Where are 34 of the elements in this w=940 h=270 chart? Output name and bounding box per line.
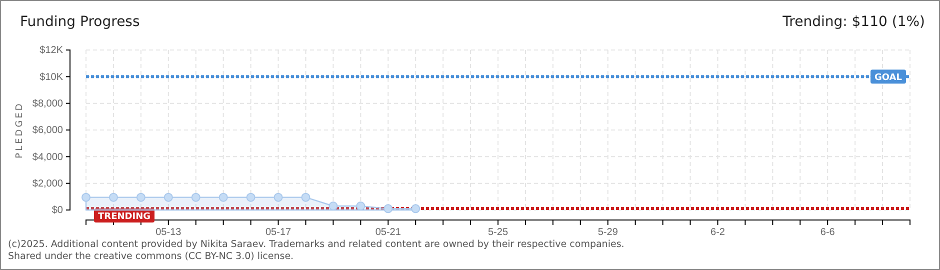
point (274, 192, 283, 202)
x-tick-label: 6-2 (710, 227, 726, 238)
point (191, 192, 200, 202)
text: Shared under the creative commons (CC BY-NC 3.0) license. (8, 251, 294, 262)
ref-line-label: TRENDING (98, 212, 150, 222)
text: (c)2025. Additional content provided by Nikita Saraev. Trademarks and related content are owned by their respective companies. (8, 239, 624, 250)
point (356, 202, 366, 210)
point (301, 192, 310, 202)
y-tick-label: $8,000 (32, 98, 64, 110)
y-tick-label: $6,000 (32, 125, 64, 136)
point (136, 192, 146, 202)
point (108, 192, 118, 202)
chart-title: Funding Progress (20, 14, 140, 30)
point (384, 204, 393, 214)
point (246, 192, 256, 202)
point (328, 202, 338, 210)
y-tick-label: $12K (40, 45, 64, 56)
y-tick-label: $2,000 (32, 178, 64, 190)
ref-line-label: GOAL (874, 73, 902, 84)
x-tick-label: 05-17 (265, 227, 292, 238)
x-tick-label: 5-25 (488, 227, 508, 238)
x-tick-label: 05-21 (375, 227, 402, 238)
x-tick-label: 6-6 (820, 227, 836, 238)
y-tick-label: $4,000 (32, 152, 64, 163)
y-tick-label: $10K (40, 72, 64, 83)
point (218, 192, 228, 202)
point (164, 192, 173, 202)
x-tick-label: 5-29 (598, 227, 618, 238)
x-tick-label: 05-13 (156, 227, 182, 238)
point (82, 192, 90, 202)
y-tick-label: $0 (52, 205, 64, 216)
point (411, 204, 420, 214)
chart-subtitle: Trending: $110 (1%) (782, 14, 925, 30)
y-axis-title: PLEDGED (15, 102, 25, 158)
